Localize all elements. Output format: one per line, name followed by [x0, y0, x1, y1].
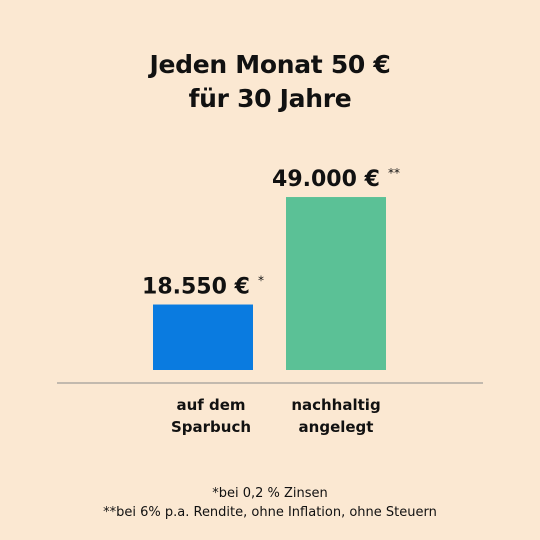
footnote-1: *bei 0,2 % Zinsen — [212, 486, 328, 501]
category-label-sparbuch: auf dem Sparbuch — [131, 394, 291, 438]
category-label-nachhaltig: nachhaltig angelegt — [256, 394, 416, 438]
chart-title-line-2: für 30 Jahre — [188, 84, 352, 113]
chart-title: Jeden Monat 50 € für 30 Jahre — [0, 48, 540, 116]
value-label-nachhaltig: 49.000 € ** — [272, 166, 400, 192]
footnote-2: **bei 6% p.a. Rendite, ohne Inflation, o… — [103, 505, 437, 520]
chart-title-line-1: Jeden Monat 50 € — [149, 50, 391, 79]
bar-sparbuch — [153, 304, 253, 370]
category-label-nachhaltig-line-2: angelegt — [298, 418, 374, 436]
footnotes: *bei 0,2 % Zinsen **bei 6% p.a. Rendite,… — [0, 484, 540, 522]
category-label-nachhaltig-line-1: nachhaltig — [291, 396, 381, 414]
category-label-sparbuch-line-2: Sparbuch — [170, 418, 252, 436]
value-label-sparbuch: 18.550 € * — [142, 274, 264, 300]
category-label-sparbuch-line-1: auf dem — [176, 396, 246, 414]
bar-nachhaltig — [286, 197, 386, 370]
